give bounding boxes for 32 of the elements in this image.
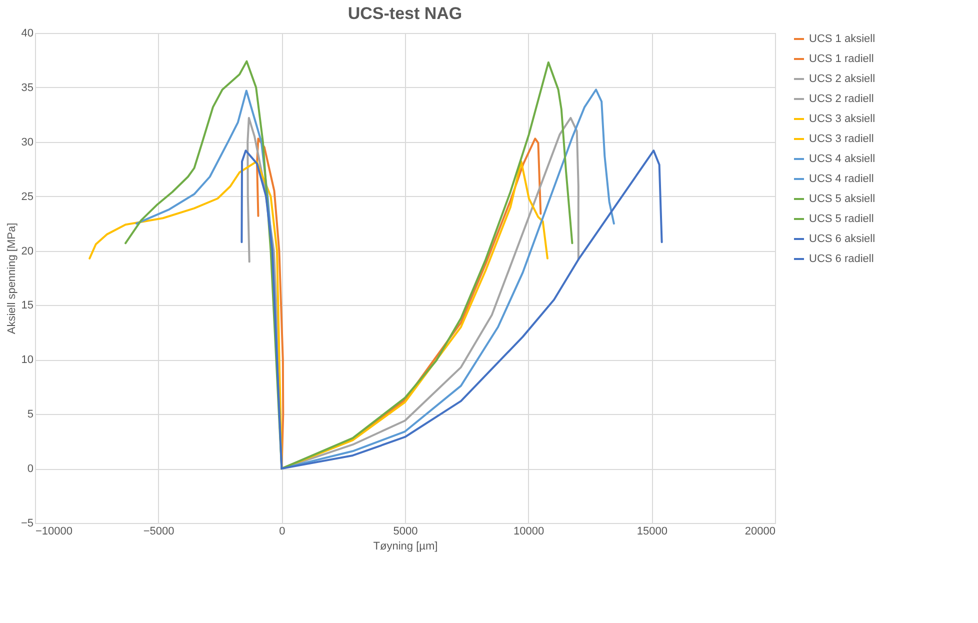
- y-axis-title: Aksiell spenning [MPa]: [6, 222, 18, 334]
- y-tick-label: 15: [21, 300, 34, 312]
- legend-label: UCS 5 aksiell: [809, 193, 876, 205]
- legend-label: UCS 1 radiell: [809, 53, 874, 65]
- legend-label: UCS 3 aksiell: [809, 113, 876, 125]
- legend-label: UCS 6 aksiell: [809, 233, 876, 245]
- legend-label: UCS 4 radiell: [809, 173, 874, 185]
- x-tick-label: −10000: [36, 526, 73, 538]
- y-tick-label: 40: [21, 28, 34, 40]
- legend-label: UCS 2 radiell: [809, 93, 874, 105]
- y-tick-label: 20: [21, 245, 34, 258]
- y-tick-label: 0: [27, 463, 34, 476]
- chart-title: UCS-test NAG: [348, 4, 462, 23]
- y-tick-label: 25: [21, 190, 34, 203]
- x-tick-label: 0: [279, 526, 286, 538]
- legend-label: UCS 3 radiell: [809, 133, 874, 145]
- legend-label: UCS 4 aksiell: [809, 153, 876, 165]
- y-tick-label: 30: [21, 136, 34, 148]
- y-tick-label: −5: [20, 518, 34, 530]
- x-tick-label: 15000: [636, 526, 668, 538]
- y-tick-label: 35: [21, 82, 34, 94]
- x-tick-label: 20000: [744, 526, 776, 538]
- legend-label: UCS 1 aksiell: [809, 33, 876, 45]
- legend-label: UCS 6 radiell: [809, 253, 874, 265]
- legend-label: UCS 2 aksiell: [809, 73, 876, 85]
- y-tick-label: 5: [27, 408, 34, 421]
- legend-label: UCS 5 radiell: [809, 213, 874, 225]
- x-axis-title: Tøyning [µm]: [373, 540, 438, 552]
- x-tick-label: −5000: [143, 526, 174, 538]
- x-tick-label: 10000: [514, 526, 544, 538]
- x-tick-label: 5000: [393, 526, 418, 538]
- y-tick-label: 10: [21, 354, 34, 366]
